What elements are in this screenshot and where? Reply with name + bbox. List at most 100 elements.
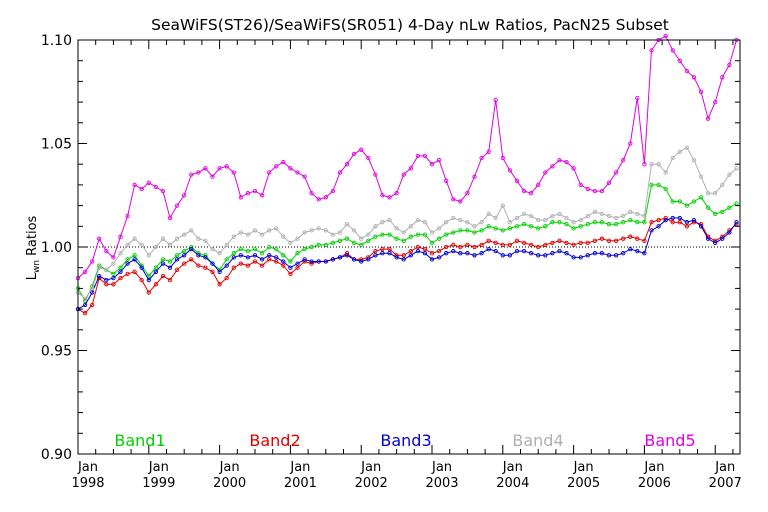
data-point	[500, 253, 505, 258]
data-point	[486, 149, 491, 154]
data-point	[536, 182, 541, 188]
x-tick-label-year: 2007	[709, 476, 742, 491]
data-point	[82, 269, 88, 274]
data-point	[245, 191, 251, 196]
data-point	[111, 275, 116, 281]
data-point	[479, 251, 484, 256]
data-point	[132, 253, 137, 258]
data-point	[684, 224, 690, 229]
data-point	[111, 271, 116, 277]
data-point	[628, 234, 633, 239]
data-point	[585, 222, 590, 227]
data-point	[245, 263, 251, 268]
data-point	[132, 236, 137, 241]
data-point	[323, 259, 328, 264]
data-point	[288, 240, 293, 246]
data-point	[479, 220, 484, 225]
data-point	[635, 236, 640, 241]
data-point	[713, 240, 718, 246]
data-point	[479, 242, 484, 248]
data-point	[451, 215, 456, 221]
data-point	[146, 277, 151, 283]
data-point	[599, 220, 605, 225]
data-point	[323, 242, 328, 248]
legend-entry-band2: Band2	[249, 431, 300, 450]
data-point	[267, 257, 272, 262]
data-point	[564, 159, 569, 165]
data-point	[691, 157, 697, 163]
data-point	[472, 230, 477, 235]
data-point	[670, 155, 675, 161]
data-point	[125, 213, 130, 219]
data-point	[288, 271, 293, 277]
data-point	[628, 246, 633, 252]
data-point	[705, 116, 711, 121]
data-point	[585, 240, 590, 246]
data-point	[401, 253, 406, 258]
data-point	[436, 236, 442, 241]
data-point	[720, 236, 725, 241]
data-point	[238, 261, 243, 266]
data-point	[153, 244, 159, 250]
data-point	[543, 224, 548, 229]
data-point	[521, 211, 527, 217]
data-point	[479, 155, 484, 161]
data-point	[153, 265, 159, 270]
data-point	[514, 238, 520, 243]
data-point	[359, 147, 364, 152]
data-point	[267, 244, 272, 250]
data-point	[132, 257, 137, 262]
data-point	[302, 174, 307, 179]
data-point	[281, 159, 286, 165]
data-point	[557, 211, 562, 217]
data-point	[90, 302, 95, 308]
data-point	[309, 228, 314, 233]
data-point	[422, 220, 428, 225]
data-point	[408, 224, 413, 229]
data-point	[451, 248, 456, 254]
data-point	[543, 242, 548, 248]
data-point	[380, 220, 385, 225]
data-point	[387, 232, 392, 237]
data-point	[429, 251, 435, 256]
data-point	[245, 255, 251, 260]
data-point	[528, 224, 534, 229]
data-point	[344, 253, 350, 258]
x-tick-label-month: Jan	[431, 460, 452, 475]
data-point	[132, 269, 137, 274]
x-tick-label-year: 2006	[638, 476, 671, 491]
data-point	[684, 68, 690, 74]
data-point	[316, 259, 321, 264]
data-point	[174, 203, 180, 208]
data-point	[231, 255, 236, 260]
legend-entry-band5: Band5	[644, 431, 695, 450]
data-point	[210, 174, 215, 179]
data-point	[182, 232, 187, 237]
data-point	[507, 242, 513, 248]
data-point	[167, 215, 173, 221]
data-point	[231, 265, 236, 270]
data-point	[174, 267, 180, 272]
data-point	[557, 157, 562, 163]
data-point	[698, 174, 704, 179]
data-point	[167, 242, 173, 248]
data-point	[196, 170, 201, 175]
data-point	[486, 224, 491, 229]
data-point	[684, 145, 690, 150]
data-point	[160, 273, 166, 279]
data-point	[125, 257, 130, 262]
data-point	[691, 75, 697, 80]
x-tick-label-year: 2004	[496, 476, 529, 491]
data-point	[302, 230, 307, 235]
data-point	[323, 228, 328, 233]
data-point	[613, 253, 619, 258]
data-point	[351, 228, 357, 233]
data-point	[217, 251, 222, 256]
data-point	[224, 164, 229, 169]
data-point	[366, 238, 371, 243]
data-point	[210, 269, 215, 274]
data-point	[493, 248, 498, 254]
data-point	[642, 220, 647, 225]
data-point	[394, 255, 399, 260]
data-point	[90, 259, 95, 264]
